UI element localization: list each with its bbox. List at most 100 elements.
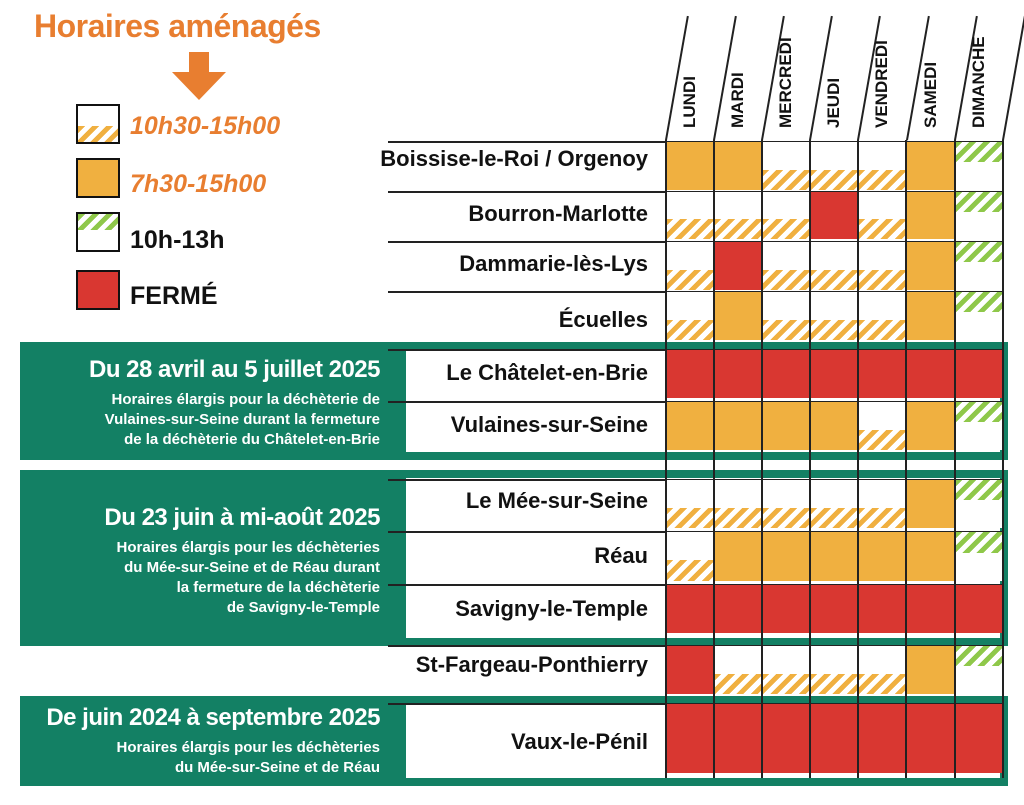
schedule-cell-partial <box>762 192 810 239</box>
site-name: Dammarie-lès-Lys <box>459 251 648 276</box>
site-name: Savigny-le-Temple <box>455 596 648 621</box>
schedule-cell-sunday <box>955 646 1003 694</box>
schedule-cell-closed <box>858 350 906 398</box>
legend-label-partial: 10h30-15h00 <box>130 112 281 140</box>
schedule-cell-full <box>714 532 762 581</box>
site-name: Écuelles <box>558 307 648 332</box>
schedule-cell-partial <box>810 646 858 694</box>
schedule-cell-closed <box>955 350 1003 398</box>
schedule-cell-full <box>810 532 858 581</box>
schedule-cell-partial <box>858 142 906 190</box>
schedule-cell-sunday <box>955 142 1003 190</box>
schedule-cell-closed <box>810 350 858 398</box>
site-name: Le Mée-sur-Seine <box>465 488 648 513</box>
column-divider <box>713 140 715 778</box>
schedule-cell-partial <box>714 646 762 694</box>
schedule-cell-sunday <box>955 192 1003 239</box>
band-description-line: Horaires élargis pour les déchèteries <box>116 539 380 556</box>
schedule-cell-partial <box>858 646 906 694</box>
schedule-cell-closed <box>907 704 955 773</box>
site-name: Bourron-Marlotte <box>468 201 648 226</box>
legend-swatch-partial <box>76 104 120 144</box>
legend-swatch-full <box>76 158 120 198</box>
schedule-cell-full <box>714 402 762 450</box>
schedule-cell-sunday <box>955 242 1003 290</box>
schedule-cell-partial <box>858 480 906 528</box>
schedule-cell-closed <box>666 350 714 398</box>
site-name: Vaux-le-Pénil <box>511 729 648 754</box>
schedule-cell-full <box>714 142 762 190</box>
day-header: LUNDI <box>680 76 699 128</box>
site-name: Le Châtelet-en-Brie <box>446 360 648 385</box>
schedule-cell-partial <box>858 292 906 340</box>
schedule-cell-closed <box>858 704 906 773</box>
schedule-cell-partial <box>810 142 858 190</box>
schedule-cell-partial <box>762 292 810 340</box>
schedule-cell-closed <box>666 585 714 633</box>
schedule-cell-full <box>666 142 714 190</box>
schedule-cell-closed <box>714 242 762 290</box>
schedule-cell-partial <box>666 192 714 239</box>
schedule-cell-partial <box>666 292 714 340</box>
schedule-cell-closed <box>810 192 858 239</box>
day-header: DIMANCHE <box>969 36 988 128</box>
column-divider <box>1002 140 1004 778</box>
legend-swatch-sunday <box>76 212 120 252</box>
schedule-cell-full <box>907 192 955 239</box>
arrow-down-icon <box>172 52 226 100</box>
day-header: JEUDI <box>824 77 843 128</box>
schedule-cell-full <box>907 242 955 290</box>
schedule-cell-partial <box>714 480 762 528</box>
day-header: VENDREDI <box>872 40 891 128</box>
band-description-line: la fermeture de la déchèterie <box>176 579 380 596</box>
column-divider <box>809 140 811 778</box>
schedule-cell-closed <box>858 585 906 633</box>
schedule-cell-partial <box>666 480 714 528</box>
schedule-cell-full <box>666 402 714 450</box>
column-divider <box>761 140 763 778</box>
band-description-line: de Savigny-le-Temple <box>226 599 380 616</box>
schedule-cell-closed <box>714 350 762 398</box>
schedule-cell-closed <box>907 350 955 398</box>
schedule-cell-full <box>907 480 955 528</box>
day-header: MARDI <box>728 72 747 128</box>
column-divider <box>954 140 956 778</box>
schedule-cell-partial <box>858 192 906 239</box>
band-description-line: Horaires élargis pour les déchèteries <box>116 739 380 756</box>
legend-swatch-closed <box>76 270 120 310</box>
column-divider <box>665 140 667 778</box>
site-name: Boissise-le-Roi / Orgenoy <box>380 146 648 171</box>
site-name: St-Fargeau-Ponthierry <box>415 652 648 677</box>
legend-label-full: 7h30-15h00 <box>130 170 267 198</box>
schedule-cell-partial <box>810 480 858 528</box>
schedule-cell-closed <box>762 704 810 773</box>
schedule-cell-partial <box>762 646 810 694</box>
schedule-cell-partial <box>858 402 906 450</box>
schedule-cell-full <box>907 142 955 190</box>
schedule-cell-sunday <box>955 402 1003 450</box>
schedule-cell-full <box>762 402 810 450</box>
band-description-line: Horaires élargis pour la déchèterie de <box>111 391 380 408</box>
column-divider <box>857 140 859 778</box>
schedule-cell-partial <box>858 242 906 290</box>
schedule-cell-full <box>858 532 906 581</box>
schedule-cell-partial <box>762 142 810 190</box>
schedule-cell-full <box>907 402 955 450</box>
schedule-cell-closed <box>666 704 714 773</box>
band-heading: Du 28 avril au 5 juillet 2025 <box>89 356 380 383</box>
schedule-cell-full <box>714 292 762 340</box>
legend-label-sunday: 10h-13h <box>130 226 225 254</box>
site-name: Vulaines-sur-Seine <box>450 412 648 437</box>
schedule-cell-full <box>907 532 955 581</box>
band-heading: De juin 2024 à septembre 2025 <box>46 704 380 731</box>
schedule-cell-closed <box>810 585 858 633</box>
site-name: Réau <box>594 543 648 568</box>
schedule-cell-partial <box>810 292 858 340</box>
schedule-cell-closed <box>714 704 762 773</box>
schedule-cell-sunday <box>955 292 1003 340</box>
schedule-cell-partial <box>666 532 714 581</box>
schedule-cell-closed <box>666 646 714 694</box>
schedule-cell-closed <box>955 704 1003 773</box>
header-slant-line <box>1002 15 1024 141</box>
page-title: Horaires aménagés <box>34 8 321 44</box>
